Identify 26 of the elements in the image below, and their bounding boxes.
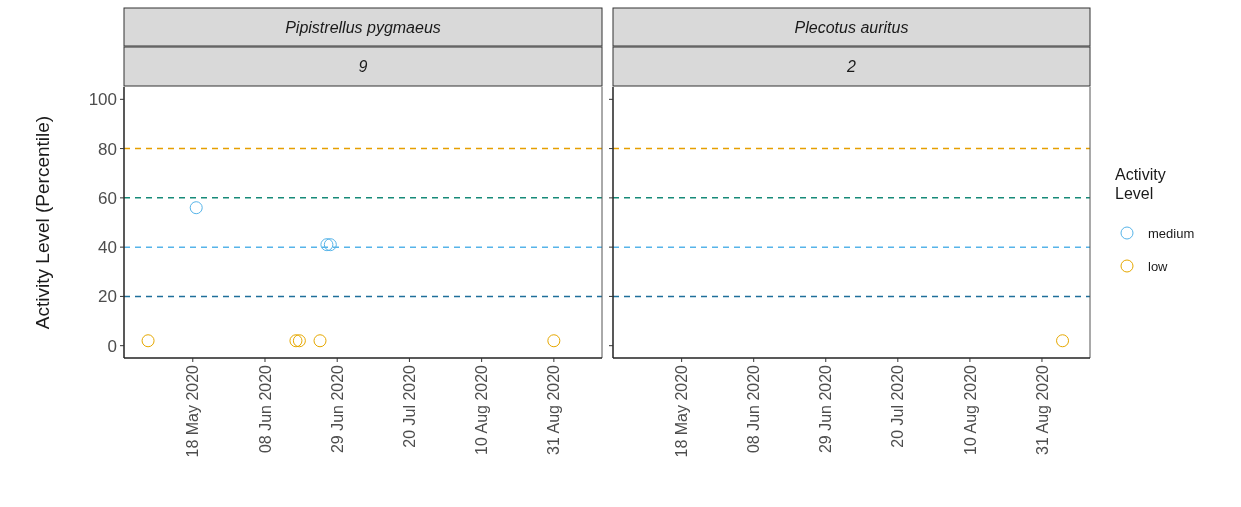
- y-tick-label: 80: [98, 139, 117, 159]
- chart-title: Pipistrellus pygmaeus: [285, 19, 441, 36]
- x-tick-label: 31 Aug 2020: [1033, 364, 1051, 455]
- chart-title: Plecotus auritus: [794, 19, 909, 36]
- y-tick-label: 60: [98, 188, 117, 208]
- legend-title: Activity Level: [1115, 166, 1166, 202]
- y-tick-label: 100: [88, 90, 117, 110]
- legend-label: low: [1148, 258, 1169, 274]
- x-tick-label: 08 Jun 2020: [745, 364, 763, 454]
- x-tick-label: 20 Jul 2020: [401, 364, 419, 448]
- chart-subtitle: 2: [846, 58, 857, 75]
- x-tick-label: 08 Jun 2020: [256, 364, 274, 454]
- y-tick-label: 40: [98, 238, 117, 258]
- x-tick-label: 20 Jul 2020: [889, 364, 907, 448]
- x-tick-label: 29 Jun 2020: [328, 364, 346, 454]
- x-tick-label: 31 Aug 2020: [545, 364, 563, 455]
- y-axis-title: Activity Level (Percentile): [32, 115, 53, 330]
- x-tick-label: 10 Aug 2020: [961, 364, 979, 455]
- chart-subtitle: 9: [358, 58, 368, 75]
- x-tick-label: 29 Jun 2020: [817, 364, 835, 454]
- x-tick-label: 18 May 2020: [673, 364, 691, 458]
- y-tick-label: 20: [98, 287, 117, 307]
- y-tick-label: 0: [107, 336, 117, 356]
- x-tick-label: 18 May 2020: [184, 364, 202, 458]
- legend-label: medium: [1148, 225, 1195, 241]
- x-tick-label: 10 Aug 2020: [473, 364, 491, 455]
